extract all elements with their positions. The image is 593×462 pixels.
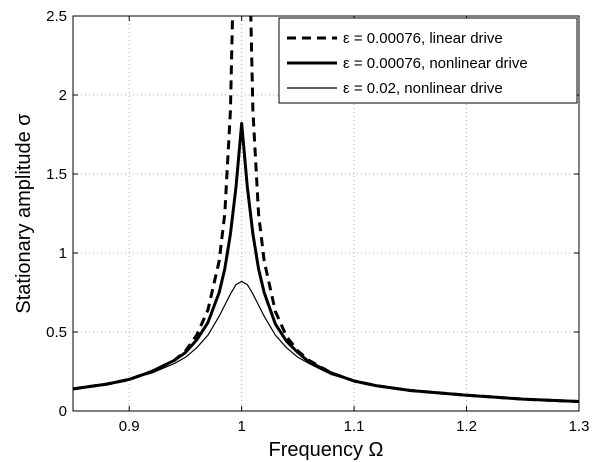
y-axis-label: Stationary amplitude σ <box>13 113 35 314</box>
plot-lines <box>73 16 579 404</box>
y-tick-label: 0 <box>59 403 67 420</box>
legend: ε = 0.00076, linear drive ε = 0.00076, no… <box>278 17 578 104</box>
x-tick-label: 1.2 <box>456 418 477 435</box>
x-tick-label: 1 <box>237 418 245 435</box>
y-tick-label: 1 <box>59 245 67 262</box>
x-tick-label: 1.1 <box>344 418 365 435</box>
y-tick-label: 2.5 <box>46 8 67 25</box>
tick-labels: 0.9 1 1.1 1.2 1.3 0 0.5 1 1.5 2 2.5 <box>46 8 589 435</box>
plot-frame <box>72 15 580 412</box>
legend-label: ε = 0.02, nonlinear drive <box>343 80 503 97</box>
y-tick-label: 0.5 <box>46 324 67 341</box>
y-tick-label: 2 <box>59 87 67 104</box>
x-axis-label: Frequency Ω <box>269 439 384 461</box>
series-line-3 <box>73 280 579 403</box>
x-tick-label: 1.3 <box>569 418 590 435</box>
legend-label: ε = 0.00076, linear drive <box>343 30 503 47</box>
series-line-2 <box>73 121 579 404</box>
y-tick-label: 1.5 <box>46 166 67 183</box>
legend-box <box>278 17 578 104</box>
legend-label: ε = 0.00076, nonlinear drive <box>343 55 528 72</box>
x-tick-label: 0.9 <box>119 418 140 435</box>
